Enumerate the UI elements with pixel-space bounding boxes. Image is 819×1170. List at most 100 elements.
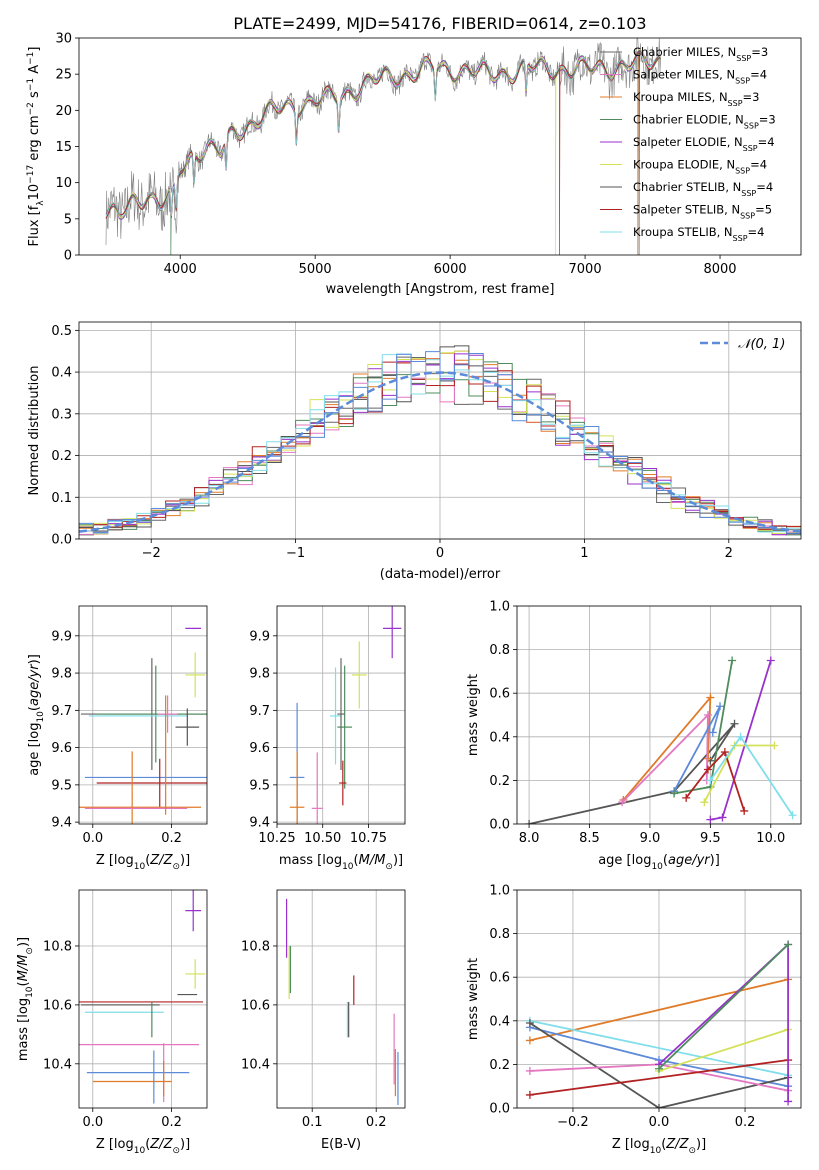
- plus-marker: [730, 719, 739, 728]
- legend-name: Kroupa MILES, N: [633, 90, 728, 104]
- x-tick-label: 9.0: [640, 831, 661, 846]
- y-axis-label-part: M/M: [16, 955, 31, 982]
- x-axis-label-part: Z/Z: [149, 1137, 173, 1152]
- x-axis-label-part: ⊙: [172, 862, 180, 872]
- x-axis-label-part: )]: [180, 853, 190, 868]
- x-axis-label-part: Z/Z: [665, 1137, 689, 1152]
- legend-sub: SSP: [740, 211, 755, 220]
- y-tick-label: 0.3: [51, 407, 72, 422]
- y-tick-label: 10.6: [241, 998, 270, 1013]
- legend-name: Salpeter STELIB, N: [633, 203, 740, 217]
- x-axis-label-part: (: [145, 853, 150, 868]
- y-axis-label-part: (: [16, 981, 31, 986]
- x-axis-label-part: )]: [696, 1137, 706, 1152]
- legend-value: =3: [751, 45, 768, 59]
- plus-marker: [670, 789, 679, 798]
- weight-line: [658, 1028, 789, 1072]
- legend-entry: Salpeter MILES, NSSP=4: [633, 68, 767, 86]
- x-axis-label-part: ⊙: [385, 862, 393, 872]
- y-axis-label-part: age/yr: [27, 663, 42, 706]
- y-tick-label: 0.2: [51, 449, 72, 464]
- plot-area: [277, 890, 405, 1108]
- age_vs_Z-panel: 0.0 0.29.49.59.69.79.89.9Z [log10(Z/Z⊙)]a…: [27, 605, 208, 872]
- plot-area: [79, 606, 207, 824]
- x-axis-label-part: age [log: [598, 853, 651, 868]
- y-axis-label-part: A: [27, 65, 42, 78]
- plot-area: [79, 890, 207, 1108]
- spectrum-data-line: [105, 38, 661, 246]
- y-tick-label: 9.8: [51, 667, 72, 682]
- plus-marker: [720, 748, 729, 757]
- y-tick-label: 25: [55, 68, 72, 83]
- figure-title: PLATE=2499, MJD=54176, FIBERID=0614, z=0…: [233, 14, 646, 33]
- y-tick-label: 9.4: [249, 816, 270, 831]
- axes-frame: [78, 889, 208, 1109]
- x-axis-label: mass [log10(M/M⊙)]: [279, 853, 403, 872]
- y-axis-label-part: Flux [f: [27, 205, 42, 246]
- legend-value: =4: [750, 158, 767, 172]
- x-tick-label: 0.1: [302, 1115, 323, 1130]
- y-tick-label: 0.6: [489, 687, 510, 702]
- axes-frame: [78, 605, 208, 825]
- plus-marker: [525, 1018, 534, 1027]
- x-tick-label: 2: [725, 546, 733, 561]
- spectrum-model-line: [105, 53, 661, 219]
- x-tick-label: 6000: [434, 262, 467, 277]
- y-tick-label: 0.6: [489, 971, 510, 986]
- x-tick-label: 8000: [703, 262, 736, 277]
- legend-name: Kroupa STELIB, N: [633, 225, 733, 239]
- y-axis-label-part: −1: [26, 52, 36, 65]
- spectrum-model-line: [105, 54, 661, 217]
- plus-marker: [700, 798, 709, 807]
- x-axis-label-part: E(B-V): [321, 1137, 361, 1152]
- plot-area: [517, 606, 801, 824]
- axes-frame: [78, 37, 802, 256]
- x-axis-label-part: ⊙: [172, 1146, 180, 1156]
- y-axis-label-part: age [log: [27, 723, 42, 776]
- x-axis-label-part: (data-model)/error: [380, 567, 501, 582]
- x-axis-label-part: 10: [134, 862, 146, 872]
- legend-entry: Kroupa ELODIE, NSSP=4: [633, 158, 767, 176]
- legend-sub: SSP: [741, 189, 756, 198]
- legend-name: Kroupa ELODIE, N: [633, 158, 735, 172]
- axes-frame: [516, 605, 802, 825]
- plus-marker: [740, 806, 749, 815]
- x-tick-label: 4000: [164, 262, 197, 277]
- y-axis-label-part: ⊙: [25, 947, 35, 955]
- y-axis-label-part: 10: [27, 184, 42, 201]
- x-axis-label-part: Z [log: [612, 1137, 650, 1152]
- x-axis-label-part: 10: [651, 862, 663, 872]
- y-axis-label-part: λ: [36, 200, 46, 206]
- spectrum-model-line: [105, 51, 661, 219]
- legend-sub: SSP: [728, 99, 743, 108]
- y-axis-label-part: −2: [26, 102, 36, 115]
- legend-entry: Salpeter ELODIE, NSSP=4: [633, 135, 775, 153]
- plus-marker: [716, 702, 725, 711]
- plot-area: [277, 606, 405, 824]
- plus-marker: [703, 711, 712, 719]
- legend-entry: Chabrier MILES, NSSP=3: [633, 45, 768, 63]
- x-tick-label: −0.2: [557, 1115, 589, 1130]
- axes-frame: [276, 889, 406, 1109]
- y-tick-label: 1.0: [489, 600, 510, 615]
- y-axis-label-part: (: [27, 706, 42, 711]
- y-tick-label: 0.4: [489, 1014, 510, 1029]
- y-tick-label: 0.8: [489, 927, 510, 942]
- x-axis-label-part: (: [145, 1137, 150, 1152]
- x-axis-label-part: )]: [710, 853, 720, 868]
- y-tick-label: 10: [55, 176, 72, 191]
- x-tick-label: 0.2: [366, 1115, 387, 1130]
- x-axis-label: E(B-V): [321, 1137, 361, 1152]
- y-axis-label-part: erg cm: [27, 115, 42, 164]
- legend-value: =4: [748, 225, 765, 239]
- weight-line: [529, 1059, 789, 1096]
- x-axis-label-part: M/M: [359, 853, 386, 868]
- plus-marker: [706, 776, 715, 785]
- plus-marker: [618, 798, 627, 807]
- x-tick-label: 10.50: [304, 831, 341, 846]
- x-axis-label-part: Z [log: [96, 1137, 134, 1152]
- x-tick-label: 0.0: [82, 831, 103, 846]
- x-axis-label-part: (: [661, 1137, 666, 1152]
- x-axis-label: wavelength [Angstrom, rest frame]: [326, 282, 555, 297]
- legend-entry: Kroupa STELIB, NSSP=4: [633, 225, 764, 243]
